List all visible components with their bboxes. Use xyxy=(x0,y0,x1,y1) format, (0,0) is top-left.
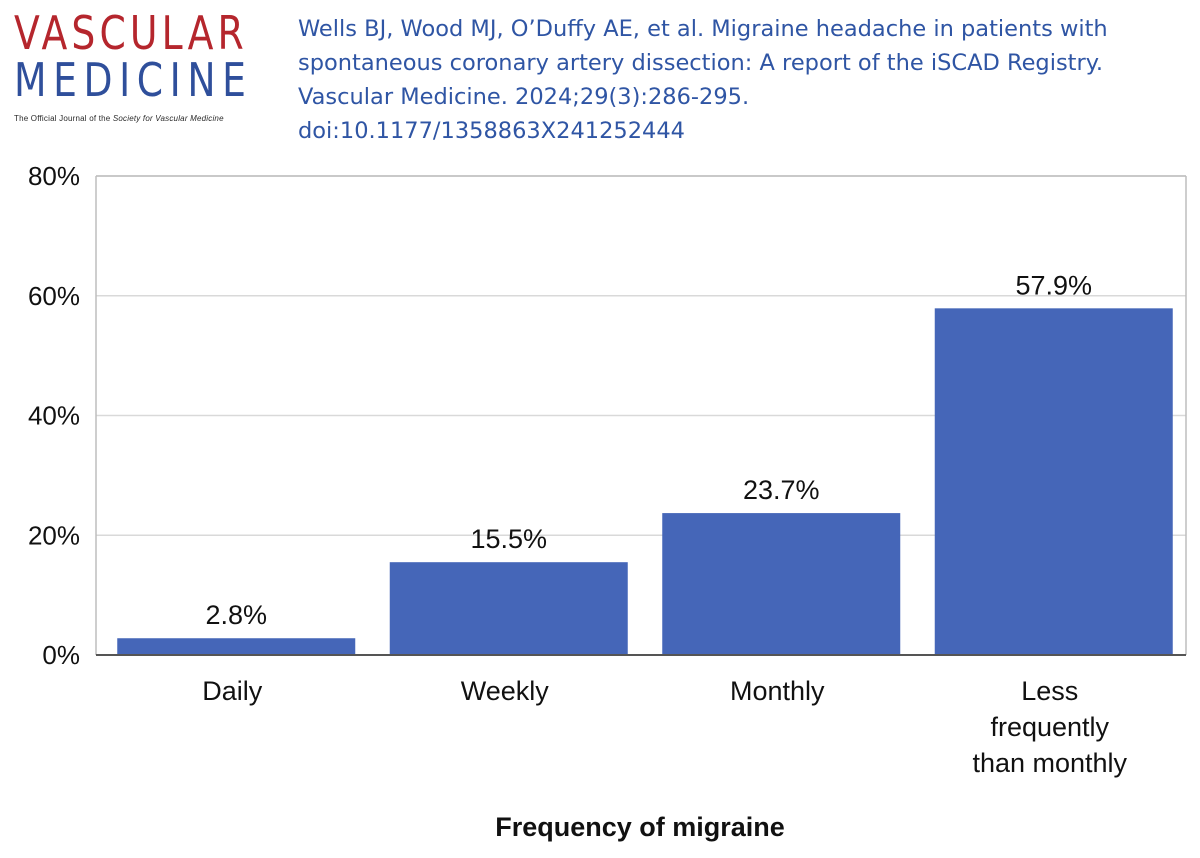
bars xyxy=(117,308,1173,655)
logo-tagline: The Official Journal of the Society for … xyxy=(14,114,282,123)
x-tick-label: than monthly xyxy=(972,748,1127,778)
citation-line-2: spontaneous coronary artery dissection: … xyxy=(298,50,1104,76)
x-tick-label: frequently xyxy=(990,712,1109,742)
bar xyxy=(934,308,1173,655)
plot-frame xyxy=(95,175,1187,656)
logo-word-medicine: MEDICINE xyxy=(14,53,253,107)
bar xyxy=(117,638,356,655)
citation-line-1: Wells BJ, Wood MJ, O’Duffy AE, et al. Mi… xyxy=(298,16,1108,42)
bar xyxy=(389,562,628,655)
x-tick-label: Weekly xyxy=(461,676,550,706)
x-tick-label: Less xyxy=(1021,676,1078,706)
data-label: 57.9% xyxy=(1015,270,1092,300)
journal-logo: VASCULAR MEDICINE The Official Journal o… xyxy=(14,10,282,123)
citation-line-3: Vascular Medicine. 2024;29(3):286-295. xyxy=(298,84,750,110)
citation: Wells BJ, Wood MJ, O’Duffy AE, et al. Mi… xyxy=(298,12,1188,148)
y-tick-label: 60% xyxy=(28,281,80,311)
citation-line-4: doi:10.1177/1358863X241252444 xyxy=(298,118,685,144)
labels: 0% 20% 40% 60% 80% 2.8% Daily 15.5% Weekly 23.7% M… xyxy=(28,161,1128,778)
y-tick-label: 40% xyxy=(28,401,80,431)
y-tick-label: 20% xyxy=(28,520,80,550)
y-tick-label: 80% xyxy=(28,161,80,191)
data-label: 2.8% xyxy=(205,600,267,630)
logo-tagline-society: Society for Vascular Medicine xyxy=(112,114,224,123)
y-tick-label: 0% xyxy=(42,640,80,670)
x-tick-label: Monthly xyxy=(730,676,825,706)
data-label: 15.5% xyxy=(470,524,547,554)
bar xyxy=(662,513,901,655)
logo-word-vascular: VASCULAR xyxy=(14,6,248,60)
x-axis-title: Frequency of migraine xyxy=(495,812,785,842)
x-tick-label: Daily xyxy=(202,676,263,706)
logo-tagline-prefix: The Official Journal of the xyxy=(14,114,113,123)
data-label: 23.7% xyxy=(743,475,820,505)
